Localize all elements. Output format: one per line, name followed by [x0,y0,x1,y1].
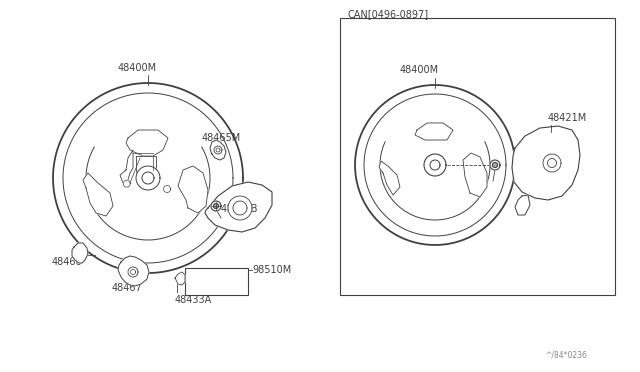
Polygon shape [164,186,170,192]
Text: 98510M: 98510M [252,265,291,275]
Text: 48465B: 48465B [221,204,259,214]
Polygon shape [233,201,247,215]
Polygon shape [53,83,243,273]
Polygon shape [512,126,580,200]
Polygon shape [210,140,226,160]
Polygon shape [178,166,208,213]
Polygon shape [205,182,272,232]
Polygon shape [124,180,131,187]
Polygon shape [175,272,185,285]
Polygon shape [136,166,160,190]
Polygon shape [142,172,154,184]
Polygon shape [490,160,500,170]
Text: ^/84*0236: ^/84*0236 [545,350,587,359]
Polygon shape [493,163,497,167]
Text: 48433A: 48433A [175,295,212,305]
Polygon shape [415,123,453,140]
Polygon shape [430,160,440,170]
Polygon shape [86,147,210,240]
Text: 48467: 48467 [112,283,143,293]
Polygon shape [136,156,156,173]
Polygon shape [364,94,506,236]
Bar [340,18,615,295]
Bar [185,268,248,295]
Polygon shape [214,203,218,208]
Polygon shape [72,243,88,263]
Text: 48465B: 48465B [450,182,488,192]
Text: 48400M: 48400M [400,65,439,75]
Polygon shape [211,201,221,211]
Polygon shape [543,154,561,172]
Polygon shape [63,93,233,263]
Polygon shape [547,158,557,167]
Polygon shape [424,154,446,176]
Polygon shape [216,148,220,152]
Polygon shape [131,269,136,275]
Polygon shape [463,153,487,197]
Text: CAN[0496-0897]: CAN[0496-0897] [348,9,429,19]
Text: 48466: 48466 [52,257,83,267]
Polygon shape [515,195,530,215]
Text: 48421M: 48421M [548,113,588,123]
Polygon shape [228,196,252,220]
Polygon shape [83,173,113,216]
Text: 48400M: 48400M [118,63,157,73]
Polygon shape [355,85,515,245]
Polygon shape [118,256,149,286]
Polygon shape [126,130,168,156]
Polygon shape [379,161,400,195]
Polygon shape [214,146,222,154]
Polygon shape [380,142,490,220]
Polygon shape [120,150,133,186]
Polygon shape [128,267,138,277]
Text: 48465M: 48465M [202,133,241,143]
